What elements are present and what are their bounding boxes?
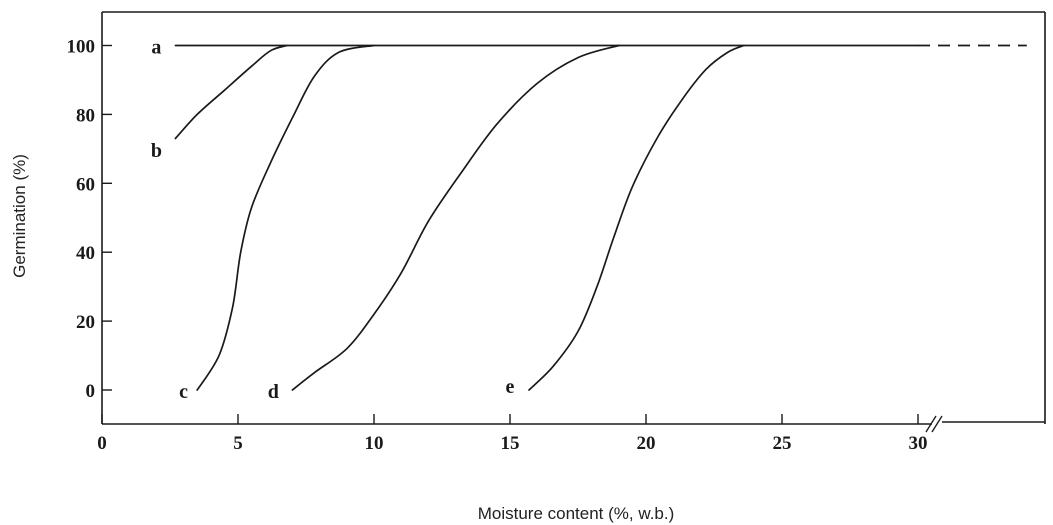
series-line-b [174, 44, 288, 140]
x-tick-label: 15 [501, 433, 520, 454]
curve-label-e: e [506, 376, 515, 398]
curve-label-a: a [151, 37, 161, 59]
y-axis-title: Germination (%) [10, 154, 29, 278]
x-tick-label: 30 [909, 433, 928, 454]
series-line-d [291, 44, 620, 391]
y-tick-label: 0 [86, 381, 96, 402]
series-line-c [196, 44, 375, 391]
curve-label-c: c [179, 381, 188, 403]
y-tick-label: 80 [76, 105, 95, 126]
axis-break-mark [925, 415, 937, 433]
series-line-e [528, 44, 745, 391]
y-tick-label: 100 [67, 37, 96, 58]
y-tick-label: 60 [76, 174, 95, 195]
y-tick-label: 20 [76, 312, 95, 333]
axis-break-mark [931, 415, 943, 433]
x-tick-label: 0 [97, 433, 107, 454]
x-tick-label: 20 [637, 433, 656, 454]
x-tick-label: 25 [773, 433, 792, 454]
x-tick-label: 10 [365, 433, 384, 454]
y-tick-label: 40 [76, 243, 95, 264]
x-tick-label: 5 [233, 433, 243, 454]
curve-label-b: b [151, 140, 162, 162]
curve-label-d: d [268, 381, 279, 403]
x-axis-title: Moisture content (%, w.b.) [478, 504, 675, 523]
